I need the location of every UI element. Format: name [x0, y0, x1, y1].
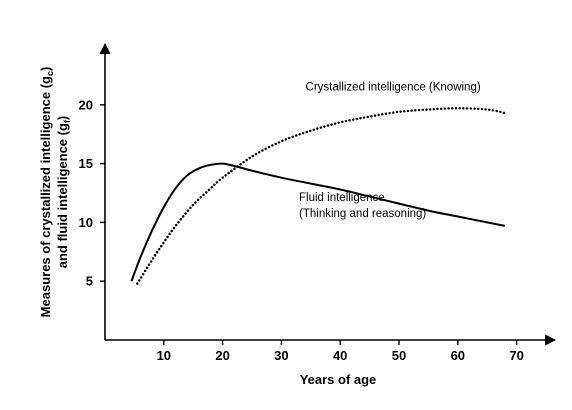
annotation-layer: Crystallized intelligence (Knowing) Fluid… [299, 82, 481, 221]
annotation-line: Fluid intelligence [299, 192, 385, 204]
y-tick-label-5: 5 [86, 274, 93, 289]
annotation-crystallized: Crystallized intelligence (Knowing) [306, 82, 481, 94]
annotation-fluid: Fluid intelligence (Thinking and reasonin… [299, 192, 426, 220]
y-tick-label-20: 20 [79, 97, 93, 112]
y-axis-title-line2: and fluid intelligence (gf) [55, 116, 72, 269]
x-tick-label-60: 60 [451, 348, 465, 363]
y-axis-title-line1: Measures of crystallized intelligence (g… [38, 67, 55, 318]
x-tick-label-50: 50 [392, 348, 406, 363]
x-tick-label-20: 20 [215, 348, 229, 363]
crystallized-intelligence-line [136, 107, 506, 285]
y-axis-title: Measures of crystallized intelligence (g… [38, 67, 72, 318]
fluid-intelligence-line [130, 162, 506, 282]
y-axis-ticks: 5 10 15 20 [79, 97, 105, 289]
y-tick-label-15: 15 [79, 156, 93, 171]
x-tick-label-10: 10 [157, 348, 171, 363]
annotation-line: Crystallized intelligence (Knowing) [306, 82, 481, 94]
x-tick-label-30: 30 [274, 348, 288, 363]
y-tick-label-10: 10 [79, 215, 93, 230]
x-axis-ticks: 10 20 30 40 50 60 70 [157, 340, 524, 363]
annotation-line: (Thinking and reasoning) [299, 208, 426, 220]
x-tick-label-40: 40 [333, 348, 347, 363]
series-layer [130, 107, 506, 285]
x-axis-title: Years of age [300, 372, 377, 387]
x-tick-label-70: 70 [509, 348, 523, 363]
